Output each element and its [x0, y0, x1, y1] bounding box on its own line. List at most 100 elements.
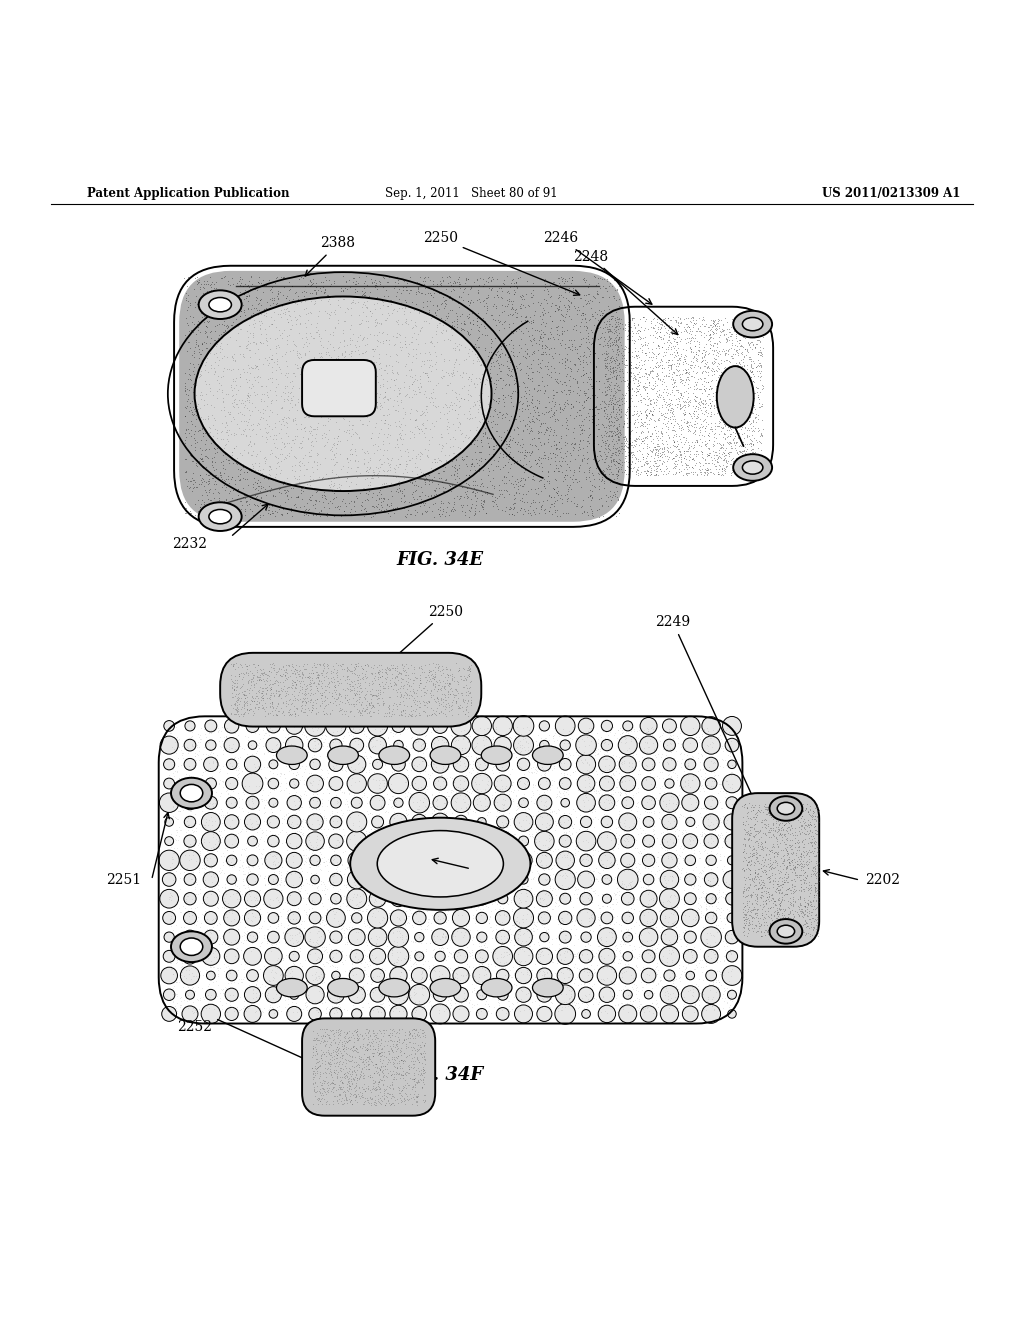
Point [309, 305, 326, 326]
Circle shape [557, 948, 573, 965]
Point [608, 346, 625, 367]
Point [625, 458, 641, 479]
Point [292, 309, 308, 330]
Point [322, 331, 338, 352]
Point [705, 309, 721, 330]
Point [236, 694, 252, 715]
Point [741, 317, 758, 338]
Point [335, 488, 351, 510]
Point [485, 438, 502, 459]
Point [195, 395, 211, 416]
Point [710, 352, 726, 374]
Point [300, 466, 316, 487]
Point [478, 895, 495, 916]
Point [200, 731, 216, 752]
Point [460, 680, 476, 701]
Point [409, 457, 425, 478]
Point [459, 348, 475, 370]
Point [325, 871, 341, 892]
Point [415, 359, 431, 380]
Point [305, 1073, 322, 1094]
Point [230, 403, 247, 424]
Point [539, 779, 555, 800]
Point [207, 465, 223, 486]
Point [534, 334, 550, 355]
Point [410, 1064, 426, 1085]
Point [187, 375, 204, 396]
Point [666, 759, 682, 780]
Point [370, 1090, 386, 1111]
Point [252, 313, 268, 334]
Point [190, 741, 207, 762]
Point [454, 904, 470, 925]
Point [347, 1038, 364, 1059]
Point [242, 432, 258, 453]
Point [773, 902, 790, 923]
Point [338, 271, 354, 292]
Point [643, 317, 659, 338]
Point [774, 801, 791, 822]
Point [481, 405, 498, 426]
Point [252, 676, 268, 697]
Point [668, 849, 684, 870]
Point [404, 886, 421, 907]
Point [182, 729, 199, 750]
Point [610, 953, 627, 974]
Point [283, 429, 299, 450]
Point [417, 330, 433, 351]
Point [189, 925, 206, 946]
Point [245, 474, 261, 495]
Point [432, 401, 449, 422]
Point [330, 796, 346, 817]
Point [513, 498, 529, 519]
Point [339, 667, 355, 688]
Point [329, 1090, 345, 1111]
Point [598, 399, 614, 420]
Point [276, 659, 293, 680]
Point [752, 895, 768, 916]
Point [213, 995, 229, 1016]
Point [407, 1027, 423, 1048]
Point [505, 788, 521, 809]
Point [741, 834, 758, 855]
Point [772, 911, 788, 932]
Point [304, 1057, 321, 1078]
Point [336, 319, 352, 341]
Point [400, 378, 417, 399]
Point [349, 987, 366, 1008]
Point [444, 379, 461, 400]
Point [267, 847, 284, 869]
Point [565, 418, 582, 440]
Point [299, 504, 315, 525]
Point [635, 977, 651, 998]
Point [173, 950, 189, 972]
Point [392, 454, 409, 475]
Circle shape [705, 796, 718, 809]
Point [437, 319, 454, 341]
Point [640, 337, 656, 358]
Point [273, 354, 290, 375]
Point [303, 817, 319, 838]
Point [347, 421, 364, 442]
Point [716, 855, 732, 876]
Point [659, 982, 676, 1003]
Point [199, 315, 215, 337]
Point [544, 310, 560, 331]
Point [348, 467, 365, 488]
Point [639, 451, 655, 473]
Point [744, 363, 761, 384]
Point [706, 771, 722, 792]
Point [406, 1064, 422, 1085]
Point [739, 917, 756, 939]
Point [357, 1036, 374, 1057]
Point [807, 845, 823, 866]
Point [287, 292, 303, 313]
Point [478, 297, 495, 318]
Point [415, 1059, 431, 1080]
Point [755, 801, 771, 822]
Point [549, 409, 565, 430]
Point [225, 479, 242, 500]
Point [391, 383, 408, 404]
Point [199, 391, 215, 412]
Point [426, 506, 442, 527]
